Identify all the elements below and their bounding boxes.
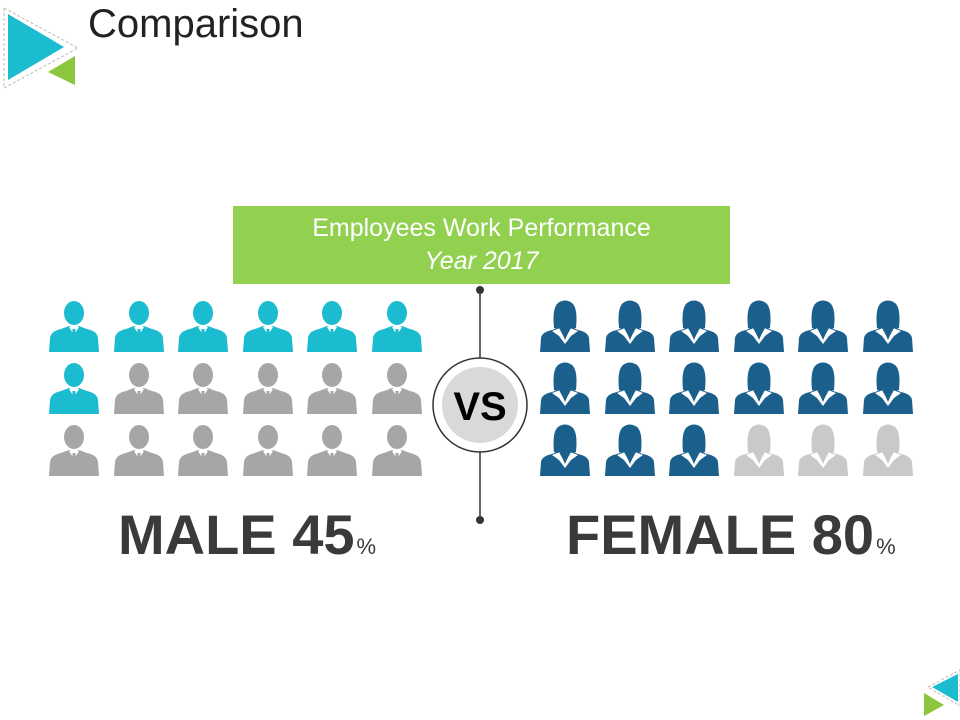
female-value: 80 (811, 503, 875, 566)
female-stat: FEMALE 80% (566, 502, 896, 567)
female-person-icon (862, 362, 913, 414)
female-person-icon (798, 300, 848, 352)
female-person-icon (540, 424, 590, 476)
banner-line-1: Employees Work Performance (312, 214, 651, 242)
banner-line-2: Year 2017 (424, 247, 539, 275)
female-label: FEMALE (566, 503, 797, 566)
female-person-icon (798, 362, 848, 414)
female-person-icon (604, 300, 655, 352)
male-person-icon (307, 363, 357, 414)
male-person-icon (371, 363, 422, 414)
male-person-icon (307, 301, 357, 352)
male-unit: % (356, 534, 377, 559)
male-person-icon (242, 363, 293, 414)
male-stat: MALE 45% (118, 502, 376, 567)
male-value: 45 (292, 503, 355, 566)
male-person-icon (371, 425, 422, 476)
male-person-icon (307, 425, 357, 476)
female-icon-grid (538, 298, 913, 478)
male-person-icon (49, 363, 99, 414)
title-banner: Employees Work Performance Year 2017 (233, 206, 730, 284)
male-person-icon (178, 425, 228, 476)
male-person-icon (113, 301, 164, 352)
female-person-icon (862, 424, 913, 476)
male-icon-grid (47, 298, 422, 478)
male-person-icon (371, 301, 422, 352)
male-person-icon (49, 425, 99, 476)
female-person-icon (669, 424, 719, 476)
female-person-icon (798, 424, 848, 476)
male-person-icon (242, 301, 293, 352)
female-person-icon (604, 424, 655, 476)
male-person-icon (178, 301, 228, 352)
female-person-icon (604, 362, 655, 414)
female-person-icon (669, 300, 719, 352)
female-unit: % (876, 534, 896, 559)
page-title: Comparison (88, 2, 304, 46)
female-person-icon (862, 300, 913, 352)
female-person-icon (540, 362, 590, 414)
corner-triangles-icon (924, 669, 960, 716)
vs-label: VS (453, 385, 507, 429)
male-person-icon (242, 425, 293, 476)
logo-triangles-icon (3, 7, 80, 89)
male-person-icon (113, 425, 164, 476)
female-person-icon (669, 362, 719, 414)
female-person-icon (540, 300, 590, 352)
male-person-icon (178, 363, 228, 414)
male-label: MALE (118, 503, 277, 566)
female-person-icon (733, 424, 784, 476)
male-person-icon (113, 363, 164, 414)
female-person-icon (733, 362, 784, 414)
female-person-icon (733, 300, 784, 352)
vs-divider (432, 286, 528, 524)
male-person-icon (49, 301, 99, 352)
